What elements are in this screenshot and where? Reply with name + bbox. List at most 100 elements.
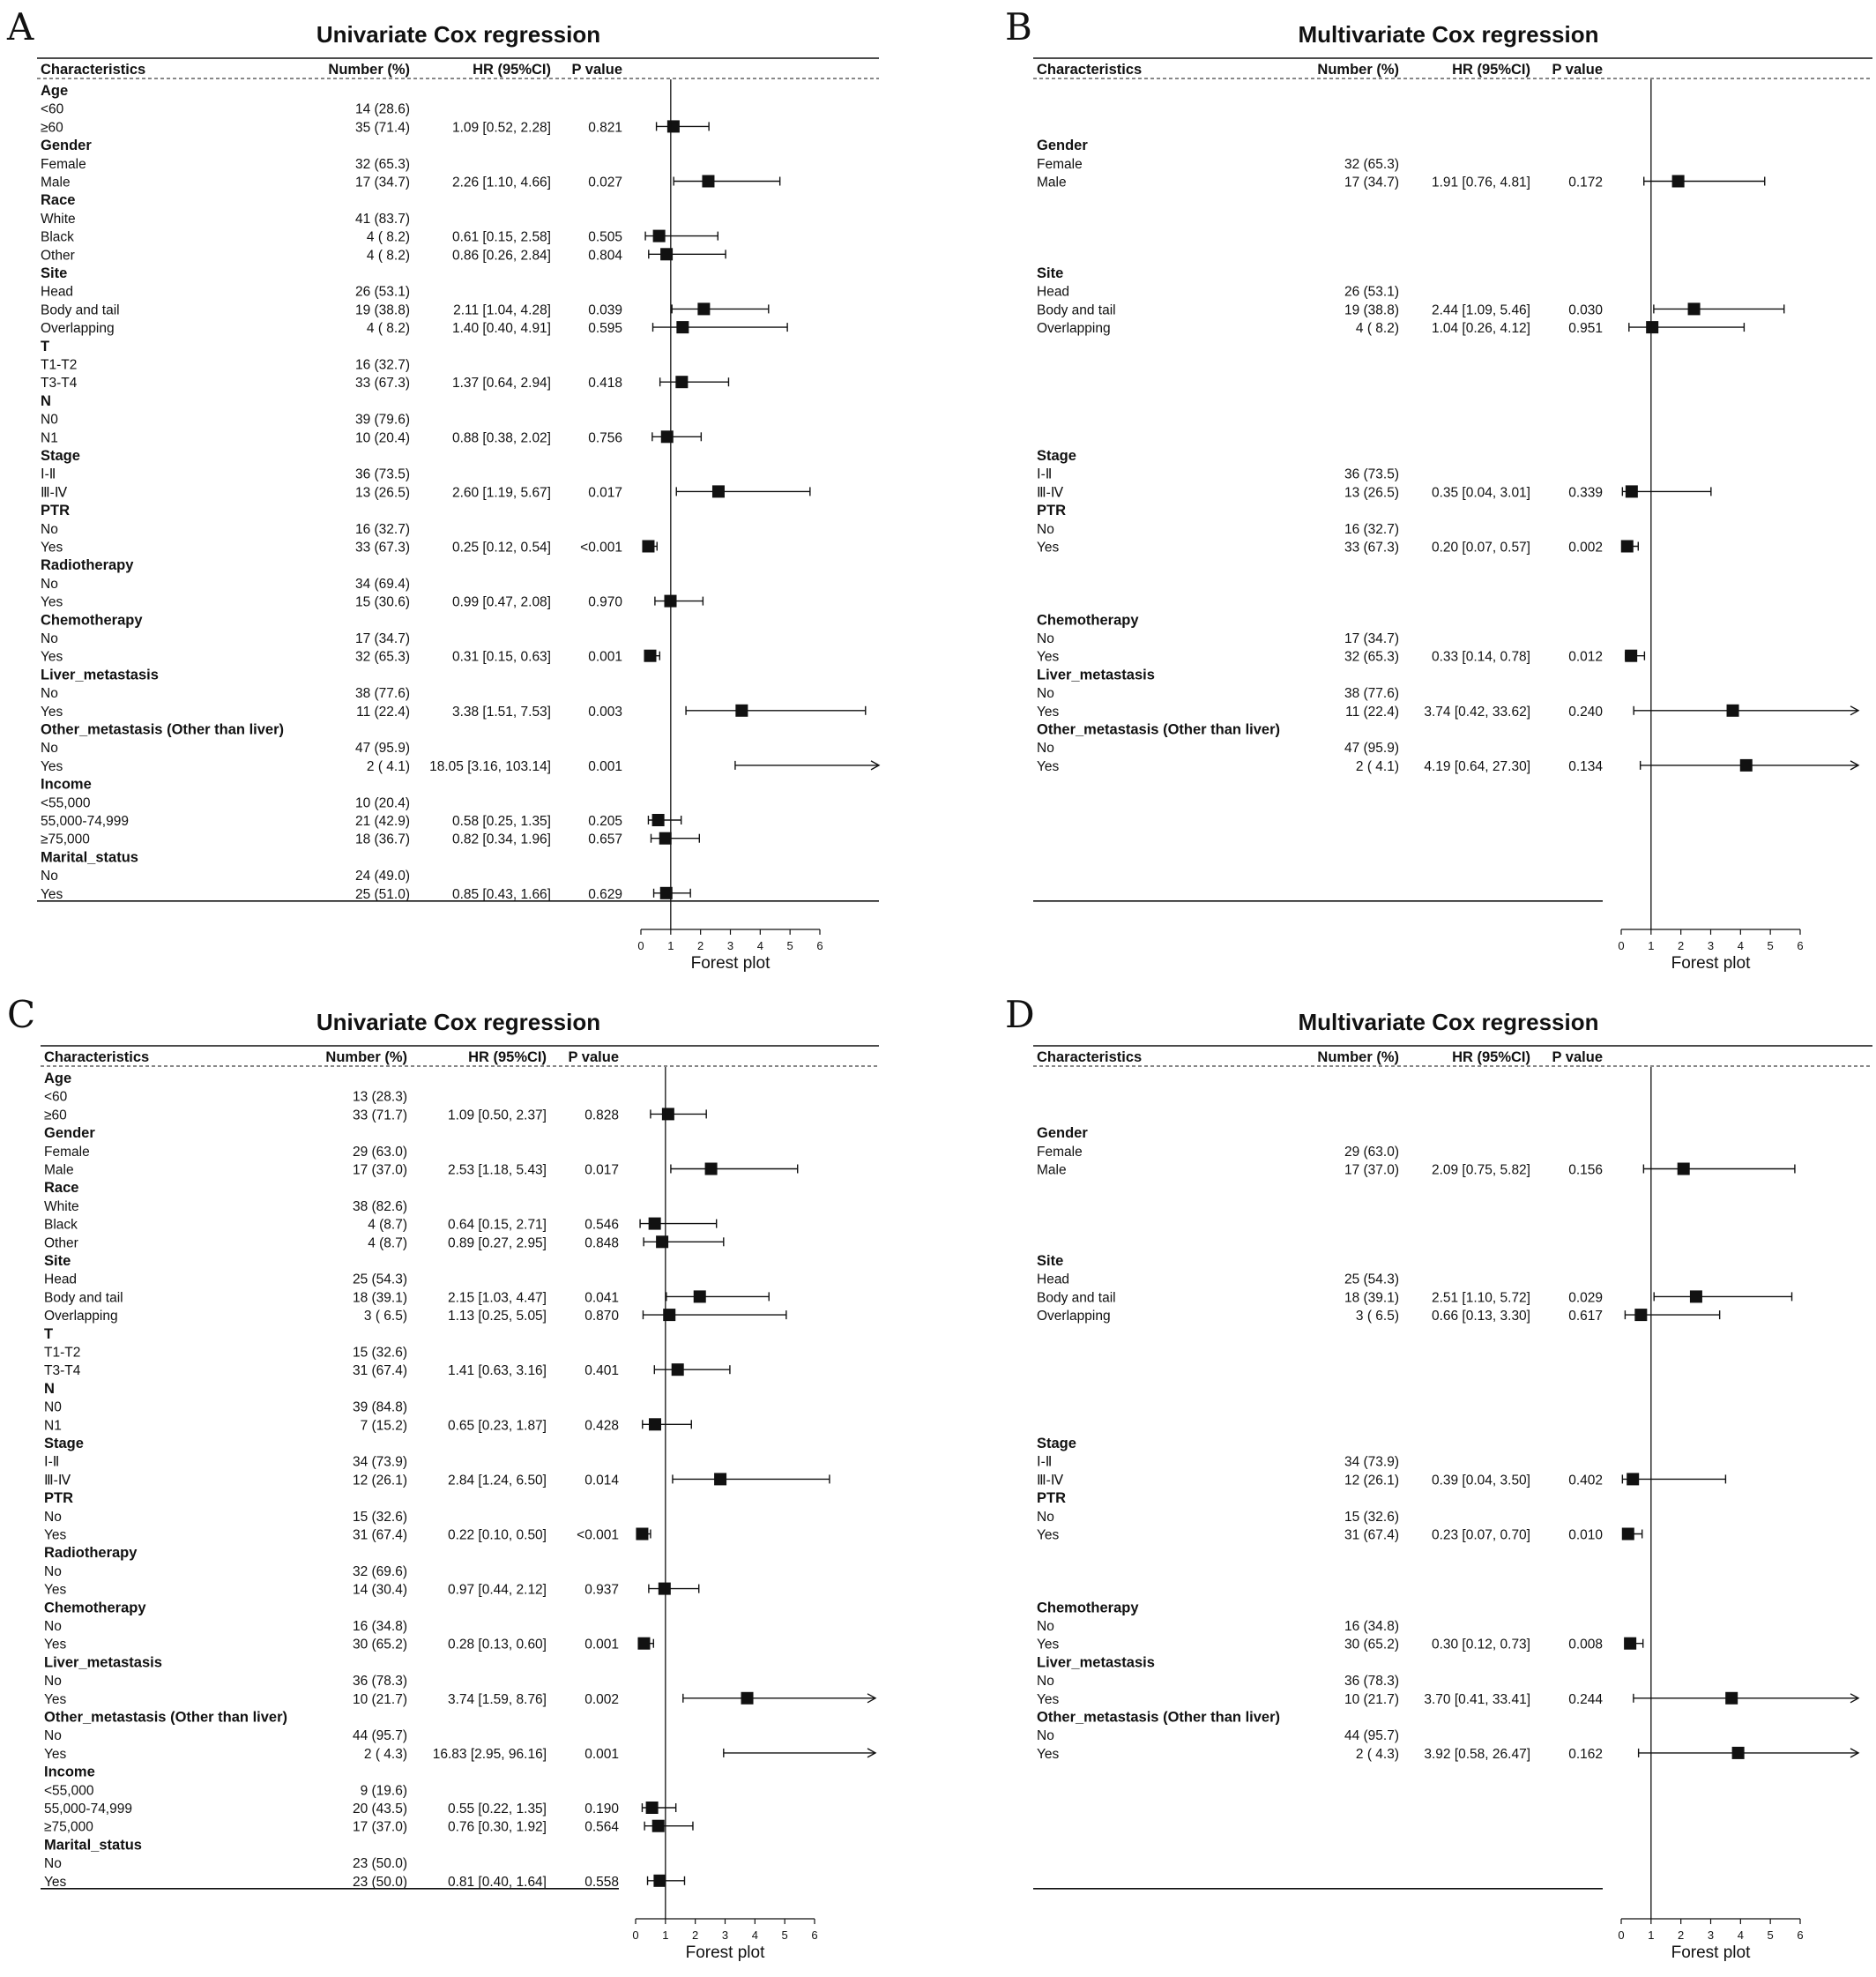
hr-point-marker bbox=[1624, 1637, 1637, 1650]
row-number: 33 (71.7) bbox=[353, 1108, 407, 1123]
row-number: 4 ( 8.2) bbox=[367, 248, 410, 263]
hr-point-marker bbox=[1687, 302, 1701, 316]
x-axis-tick-label: 1 bbox=[667, 939, 674, 952]
row-hr-ci: 0.82 [0.34, 1.96] bbox=[452, 832, 551, 847]
row-label: Yes bbox=[1037, 705, 1060, 720]
forest-panel-c: C Univariate Cox regression Characteristic… bbox=[7, 993, 879, 1962]
x-axis-label: Forest plot bbox=[1671, 1943, 1751, 1962]
row-number: 41 (83.7) bbox=[355, 212, 410, 227]
row-number: 12 (26.1) bbox=[1344, 1473, 1399, 1488]
ci-overflow-arrow bbox=[870, 760, 881, 771]
x-axis-tick-label: 3 bbox=[1708, 939, 1714, 952]
row-pvalue: 0.937 bbox=[584, 1583, 619, 1598]
row-label: <60 bbox=[41, 102, 64, 117]
row-hr-ci: 0.23 [0.07, 0.70] bbox=[1432, 1528, 1530, 1543]
row-pvalue: 0.027 bbox=[588, 175, 622, 190]
row-number: 2 ( 4.1) bbox=[1356, 759, 1399, 774]
row-hr-ci: 0.20 [0.07, 0.57] bbox=[1432, 541, 1530, 556]
row-number: 10 (21.7) bbox=[353, 1692, 407, 1707]
row-label: No bbox=[1037, 1674, 1054, 1689]
column-header-characteristics: Characteristics bbox=[44, 1049, 149, 1065]
hr-point-marker bbox=[1725, 1691, 1738, 1705]
row-pvalue: 0.017 bbox=[588, 485, 622, 500]
row-label: T1-T2 bbox=[41, 358, 77, 373]
row-number: 23 (50.0) bbox=[353, 1856, 407, 1871]
row-pvalue: 0.039 bbox=[588, 302, 622, 317]
row-number: 17 (34.7) bbox=[355, 631, 410, 646]
row-number: 36 (73.5) bbox=[355, 467, 410, 482]
row-number: 15 (32.6) bbox=[353, 1346, 407, 1361]
forest-panel-a: A Univariate Cox regression Characteristic… bbox=[6, 5, 881, 973]
hr-point-marker bbox=[659, 832, 672, 845]
row-hr-ci: 1.40 [0.40, 4.91] bbox=[452, 321, 551, 336]
group-label: Chemotherapy bbox=[1037, 1600, 1139, 1615]
row-hr-ci: 3.74 [1.59, 8.76] bbox=[448, 1692, 547, 1707]
row-label: Yes bbox=[44, 1528, 67, 1543]
row-pvalue: 0.190 bbox=[584, 1802, 619, 1817]
row-number: 32 (65.3) bbox=[1344, 157, 1399, 172]
row-number: 21 (42.9) bbox=[355, 814, 410, 829]
row-label: Ⅲ-Ⅳ bbox=[1037, 485, 1064, 500]
row-pvalue: 0.756 bbox=[588, 430, 622, 445]
x-axis-tick-label: 4 bbox=[1738, 1929, 1744, 1942]
hr-point-marker bbox=[1677, 1162, 1690, 1175]
row-number: 10 (21.7) bbox=[1344, 1692, 1399, 1707]
row-pvalue: 0.402 bbox=[1568, 1473, 1603, 1488]
row-number: 4 ( 8.2) bbox=[1356, 321, 1399, 336]
row-pvalue: 0.029 bbox=[1568, 1290, 1603, 1305]
row-pvalue: 0.014 bbox=[584, 1473, 619, 1488]
row-label: White bbox=[41, 212, 76, 227]
hr-point-marker bbox=[637, 1637, 651, 1650]
row-label: Yes bbox=[44, 1583, 67, 1598]
column-header-hr: HR (95%CI) bbox=[473, 62, 551, 78]
row-label: Ⅲ-Ⅳ bbox=[1037, 1473, 1064, 1488]
row-number: 25 (51.0) bbox=[355, 887, 410, 902]
row-number: 4 ( 8.2) bbox=[367, 321, 410, 336]
group-label: Chemotherapy bbox=[44, 1600, 146, 1615]
row-number: 24 (49.0) bbox=[355, 869, 410, 884]
row-number: 26 (53.1) bbox=[355, 285, 410, 300]
row-pvalue: 0.564 bbox=[584, 1820, 619, 1835]
panel-title: Univariate Cox regression bbox=[316, 1009, 600, 1035]
row-hr-ci: 0.89 [0.27, 2.95] bbox=[448, 1235, 547, 1250]
group-label: Race bbox=[41, 192, 75, 208]
column-header-pvalue: P value bbox=[569, 1049, 619, 1065]
row-label: Yes bbox=[1037, 1747, 1060, 1762]
hr-point-marker bbox=[661, 1108, 674, 1121]
row-number: 3 ( 6.5) bbox=[1356, 1309, 1399, 1324]
ci-overflow-arrow bbox=[1850, 1693, 1860, 1704]
hr-point-marker bbox=[1627, 1473, 1640, 1486]
x-axis-tick-label: 4 bbox=[1738, 939, 1744, 952]
x-axis-tick-label: 1 bbox=[1648, 939, 1654, 952]
row-label: Body and tail bbox=[41, 302, 120, 317]
row-label: No bbox=[44, 1564, 62, 1579]
row-hr-ci: 0.25 [0.12, 0.54] bbox=[452, 541, 551, 556]
x-axis-tick-label: 0 bbox=[1618, 939, 1624, 952]
row-number: 18 (36.7) bbox=[355, 832, 410, 847]
row-number: 23 (50.0) bbox=[353, 1875, 407, 1890]
row-label: Ⅰ-Ⅱ bbox=[41, 467, 56, 482]
hr-point-marker bbox=[656, 1235, 669, 1249]
row-label: ≥75,000 bbox=[44, 1820, 93, 1835]
group-label: Stage bbox=[41, 448, 80, 464]
group-label: Stage bbox=[44, 1436, 84, 1451]
group-label: PTR bbox=[41, 503, 70, 518]
hr-point-marker bbox=[660, 430, 674, 444]
x-axis-label: Forest plot bbox=[691, 954, 770, 973]
hr-point-marker bbox=[702, 175, 715, 188]
row-hr-ci: 0.85 [0.43, 1.66] bbox=[452, 887, 551, 902]
row-pvalue: 0.156 bbox=[1568, 1163, 1603, 1178]
row-label: Head bbox=[1037, 1272, 1069, 1287]
hr-point-marker bbox=[697, 302, 711, 316]
group-label: Site bbox=[44, 1253, 71, 1269]
row-label: T3-T4 bbox=[41, 376, 78, 391]
column-header-characteristics: Characteristics bbox=[41, 62, 145, 78]
row-hr-ci: 3.92 [0.58, 26.47] bbox=[1424, 1747, 1530, 1762]
row-number: 4 (8.7) bbox=[368, 1235, 407, 1250]
column-header-pvalue: P value bbox=[572, 62, 622, 78]
row-label: Yes bbox=[44, 1875, 67, 1890]
row-pvalue: 0.244 bbox=[1568, 1692, 1603, 1707]
group-label: Chemotherapy bbox=[41, 612, 143, 628]
row-pvalue: 0.401 bbox=[584, 1363, 619, 1378]
row-label: ≥60 bbox=[44, 1108, 67, 1123]
